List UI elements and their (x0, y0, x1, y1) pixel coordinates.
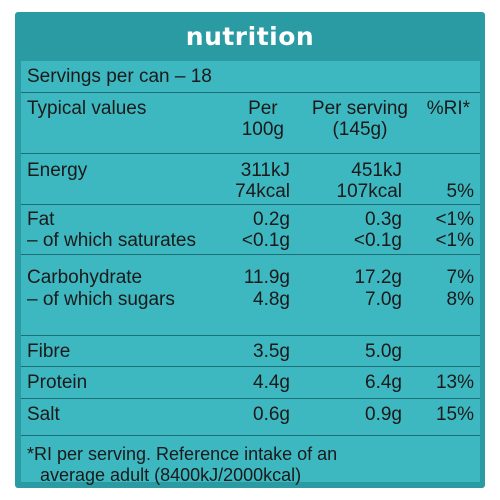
energy-ri: 5% (446, 181, 474, 202)
carbohydrate-serving: 17.2g (354, 267, 402, 288)
saturates-per100: <0.1g (241, 230, 290, 251)
energy-row: Energy 311kJ 74kcal 451kJ 107kcal 5% (21, 154, 480, 205)
fat-ri: <1% (435, 209, 474, 230)
carbohydrate-ri: 7% (446, 267, 474, 288)
header-per-100g: Per 100g (241, 98, 284, 140)
energy-serving-kj: 451kJ (351, 160, 402, 181)
salt-label: Salt (27, 404, 60, 425)
header-typical-values: Typical values (27, 98, 147, 119)
salt-serving: 0.9g (365, 404, 402, 425)
carbohydrate-per100: 11.9g (243, 267, 290, 288)
fibre-serving: 5.0g (365, 341, 402, 362)
saturates-serving: <0.1g (353, 230, 402, 251)
header-row: Typical values Per 100g Per serving (145… (21, 93, 480, 154)
sugars-per100: 4.8g (253, 289, 290, 310)
fat-row: Fat 0.2g 0.3g <1% – of which saturates <… (21, 205, 480, 255)
protein-per100: 4.4g (253, 372, 290, 393)
header-ri: %RI* (426, 98, 470, 119)
fibre-per100: 3.5g (253, 341, 290, 362)
protein-ri: 13% (435, 372, 474, 393)
sugars-ri: 8% (446, 289, 474, 310)
servings-text: Servings per can – 18 (27, 66, 212, 87)
reference-intake-footnote: *RI per serving. Reference intake of an … (27, 444, 338, 485)
protein-row: Protein 4.4g 6.4g 13% (21, 367, 480, 399)
servings-row: Servings per can – 18 (21, 61, 480, 93)
saturates-label: – of which saturates (27, 230, 196, 251)
energy-per100-kcal: 74kcal (235, 181, 290, 202)
header-per-serving: Per serving (145g) (311, 98, 408, 140)
salt-per100: 0.6g (253, 404, 290, 425)
nutrition-label-panel: nutrition Servings per can – 18 Typical … (15, 12, 485, 488)
fat-label: Fat (27, 209, 55, 230)
fat-serving: 0.3g (365, 209, 402, 230)
energy-label: Energy (27, 160, 88, 181)
protein-label: Protein (27, 372, 88, 393)
fibre-label: Fibre (27, 341, 71, 362)
energy-serving-kcal: 107kcal (336, 181, 403, 202)
fat-per100: 0.2g (253, 209, 290, 230)
salt-ri: 15% (435, 404, 474, 425)
sugars-serving: 7.0g (365, 289, 402, 310)
salt-row: Salt 0.6g 0.9g 15% (21, 399, 480, 436)
saturates-ri: <1% (435, 230, 474, 251)
protein-serving: 6.4g (365, 372, 402, 393)
carbohydrate-row: Carbohydrate 11.9g 17.2g 7% – of which s… (21, 255, 480, 336)
energy-per100-kj: 311kJ (240, 160, 290, 181)
sugars-label: – of which sugars (27, 289, 175, 310)
nutrition-table: Servings per can – 18 Typical values Per… (21, 61, 480, 485)
carbohydrate-label: Carbohydrate (27, 267, 143, 288)
nutrition-title: nutrition (185, 22, 315, 51)
fibre-row: Fibre 3.5g 5.0g (21, 336, 480, 367)
